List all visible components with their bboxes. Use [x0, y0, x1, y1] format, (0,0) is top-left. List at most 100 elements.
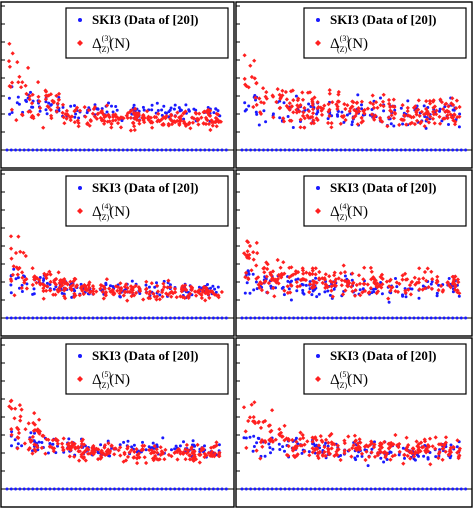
delta-point: [56, 97, 61, 102]
ski3-point: [130, 279, 134, 283]
delta-point: [284, 103, 289, 109]
delta-point: [53, 292, 58, 297]
delta-point: [219, 289, 224, 295]
delta-point: [448, 112, 453, 117]
delta-point: [270, 408, 275, 413]
delta-point: [190, 457, 195, 462]
ski3-point: [187, 109, 191, 113]
delta-point: [51, 100, 56, 105]
delta-point: [210, 123, 215, 128]
ski3-point: [393, 108, 397, 112]
delta-point: [324, 437, 329, 442]
delta-point: [451, 102, 456, 108]
ski3-point: [422, 454, 426, 458]
ski3-point: [262, 316, 265, 320]
ski3-point: [274, 148, 278, 152]
ski3-point: [370, 447, 374, 451]
delta-point: [22, 280, 27, 285]
delta-point: [247, 252, 252, 257]
delta-point: [388, 457, 393, 462]
delta-point: [407, 450, 412, 455]
ski3-point: [49, 103, 53, 107]
ski3-point: [147, 316, 151, 320]
ski3-point: [240, 487, 244, 491]
delta-point: [310, 268, 315, 273]
delta-point: [53, 282, 58, 287]
delta-point: [316, 443, 321, 448]
ski3-point: [464, 487, 468, 491]
delta-point: [166, 123, 171, 128]
delta-point: [51, 449, 56, 454]
delta-point: [383, 455, 388, 460]
delta-point: [194, 293, 199, 298]
delta-point: [187, 292, 192, 297]
ski3-point: [121, 487, 125, 491]
ski3-point: [138, 292, 142, 295]
delta-point: [361, 108, 366, 114]
ski3-point: [382, 460, 386, 464]
delta-point: [142, 115, 147, 121]
ski3-point: [378, 148, 382, 152]
ski3-point: [289, 298, 293, 302]
delta-point: [419, 109, 424, 114]
delta-point: [274, 99, 279, 105]
delta-point: [199, 115, 204, 120]
delta-point: [32, 422, 37, 427]
delta-point: [201, 121, 206, 126]
delta-point: [36, 112, 41, 117]
delta-point: [50, 98, 55, 103]
ski3-point: [408, 487, 412, 491]
ski3-point: [156, 109, 160, 112]
delta-symbol: Δ: [92, 372, 102, 388]
ski3-point: [105, 110, 109, 114]
ski3-point: [35, 487, 39, 491]
delta-point: [365, 106, 370, 111]
delta-point: [424, 278, 429, 283]
delta-point: [301, 271, 306, 276]
ski3-point: [307, 450, 311, 454]
delta-point: [393, 432, 398, 438]
delta-point: [371, 115, 376, 120]
delta-point: [436, 288, 441, 293]
ski3-point: [379, 96, 382, 100]
delta-point: [428, 101, 433, 106]
delta-point: [312, 95, 317, 100]
delta-point: [457, 114, 462, 119]
ski3-point: [32, 287, 36, 291]
delta-point: [455, 450, 460, 455]
delta-point: [41, 286, 46, 291]
ski3-point: [93, 103, 97, 107]
legend-box: [65, 343, 229, 395]
ski3-point: [209, 286, 212, 290]
delta-point: [414, 110, 419, 115]
ski3-point: [373, 316, 377, 320]
delta-point: [30, 282, 35, 287]
delta-point: [209, 120, 214, 125]
ski3-point: [412, 457, 416, 461]
delta-point: [206, 109, 211, 114]
delta-point: [297, 283, 303, 289]
delta-point: [177, 119, 183, 124]
delta-point: [320, 452, 325, 457]
ski3-point: [65, 316, 69, 320]
delta-point: [121, 293, 126, 298]
delta-point: [67, 454, 72, 459]
delta-point: [359, 99, 364, 104]
delta-point: [345, 103, 350, 108]
delta-point: [357, 281, 363, 286]
ski3-point: [177, 106, 181, 110]
delta-point: [289, 104, 294, 109]
delta-point: [263, 94, 268, 99]
delta-point: [451, 278, 456, 284]
delta-point: [8, 399, 13, 404]
ski3-point: [130, 487, 134, 491]
ski3-point: [292, 487, 296, 491]
delta-point: [424, 450, 429, 455]
delta-point: [285, 284, 290, 289]
delta-point: [349, 284, 354, 289]
delta-point: [14, 265, 19, 270]
delta-point: [306, 109, 312, 114]
delta-point: [15, 60, 20, 65]
ski3-point: [459, 148, 463, 152]
delta-symbol: Δ: [92, 204, 102, 220]
